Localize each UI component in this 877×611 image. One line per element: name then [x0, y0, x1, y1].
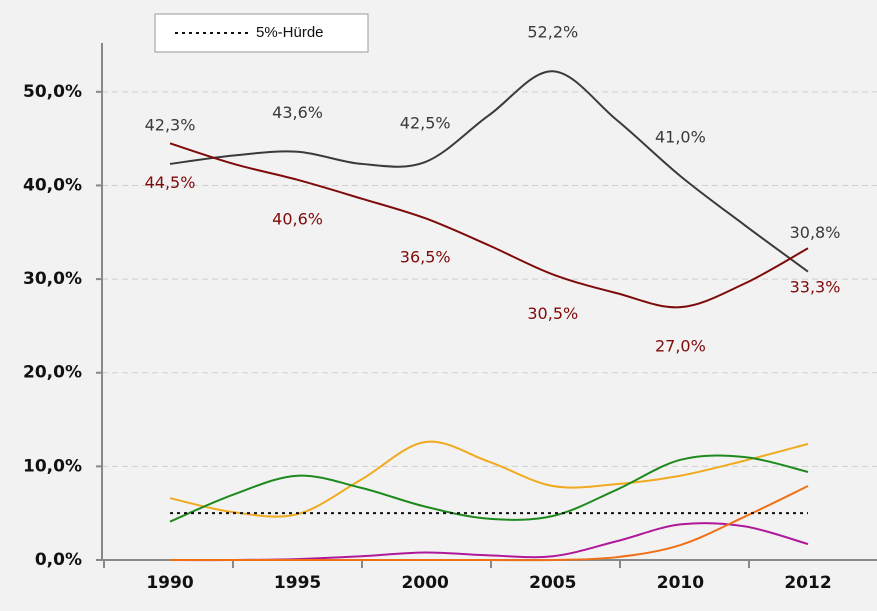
y-tick-label: 30,0%	[23, 269, 82, 289]
y-tick-label: 10,0%	[23, 456, 82, 476]
legend-box	[154, 13, 369, 53]
data-label: 43,6%	[272, 103, 323, 122]
data-label: 30,5%	[527, 304, 578, 323]
data-label: 52,2%	[527, 23, 578, 42]
legend-label: 5%-Hürde	[256, 24, 324, 41]
line	[169, 454, 809, 523]
x-tick-label: 2010	[657, 573, 704, 593]
data-label: 40,6%	[272, 209, 323, 228]
data-label: 44,5%	[145, 173, 196, 192]
line	[169, 142, 809, 309]
x-tick-label: 1995	[274, 573, 321, 593]
data-label: 30,8%	[790, 223, 841, 242]
data-label: 42,5%	[400, 114, 451, 133]
line	[169, 522, 809, 562]
data-label: 36,5%	[400, 248, 451, 267]
data-label: 42,3%	[145, 115, 196, 134]
x-tick-label: 2012	[784, 573, 831, 593]
line	[169, 440, 809, 518]
line	[170, 485, 809, 562]
y-tick-label: 50,0%	[23, 82, 82, 102]
data-label: 41,0%	[655, 128, 706, 147]
y-tick-label: 0,0%	[35, 550, 82, 570]
data-label: 27,0%	[655, 337, 706, 356]
x-tick-label: 1990	[146, 573, 193, 593]
line	[169, 70, 809, 273]
y-tick-label: 40,0%	[23, 175, 82, 195]
x-tick-label: 2005	[529, 573, 576, 593]
y-tick-label: 20,0%	[23, 363, 82, 383]
x-tick-label: 2000	[402, 573, 449, 593]
data-label: 33,3%	[790, 278, 841, 297]
